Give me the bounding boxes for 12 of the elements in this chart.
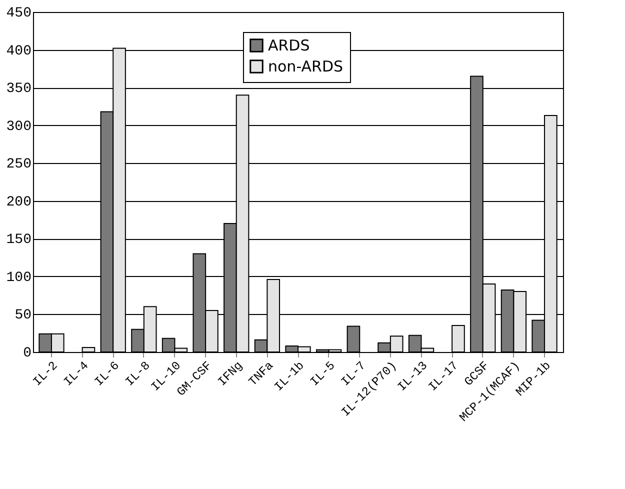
legend-label: ARDS — [268, 36, 310, 54]
legend-label: non-ARDS — [268, 58, 344, 76]
y-tick-label: 300 — [6, 118, 32, 135]
y-tick-label: 50 — [14, 308, 32, 324]
y-tick-label: 450 — [6, 6, 32, 22]
y-tick-label: 150 — [6, 232, 32, 248]
y-tick-label: 250 — [6, 156, 32, 173]
y-tick-label: 100 — [6, 270, 32, 286]
y-tick-label: 0 — [23, 346, 32, 362]
y-tick-label: 200 — [6, 194, 32, 210]
y-tick-label: 400 — [6, 43, 32, 60]
y-tick-label: 350 — [6, 81, 32, 98]
